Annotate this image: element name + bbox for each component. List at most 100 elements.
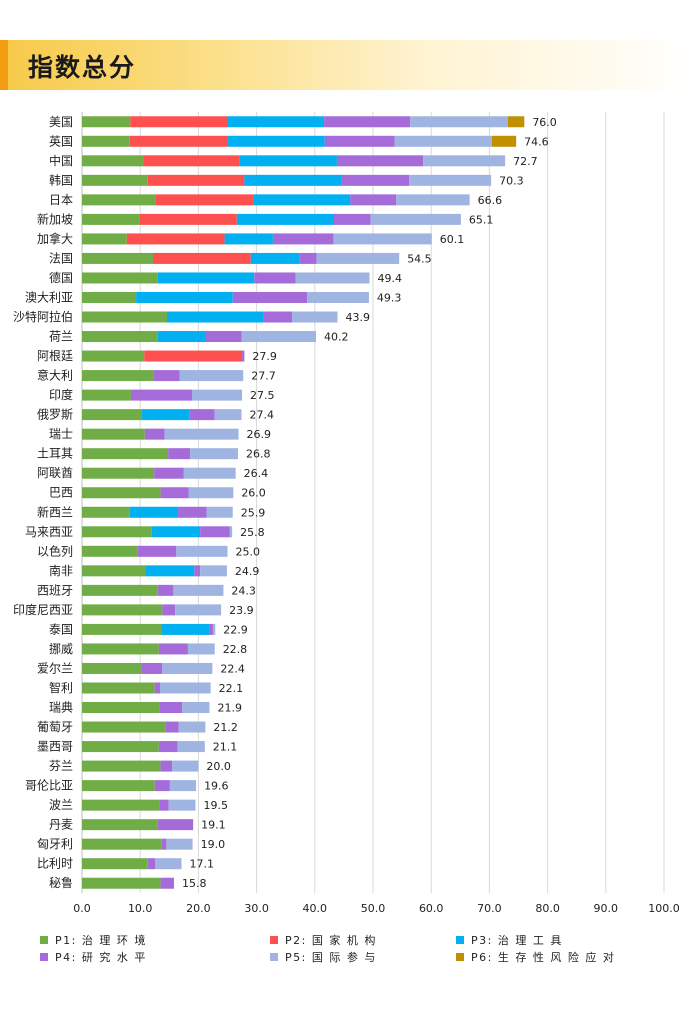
total-value-label: 19.1 bbox=[201, 819, 226, 832]
total-value-label: 21.9 bbox=[217, 702, 242, 715]
page-title: 指数总分 bbox=[28, 53, 137, 82]
x-tick-label: 80.0 bbox=[535, 902, 560, 915]
bar-segment-p1 bbox=[82, 584, 158, 596]
total-value-label: 40.2 bbox=[324, 331, 349, 344]
bar-segment-p5 bbox=[164, 428, 239, 440]
category-label: 澳大利亚 bbox=[25, 290, 73, 304]
bar-segment-p4 bbox=[158, 741, 178, 753]
bar-segment-p3 bbox=[161, 623, 210, 635]
bar-segment-p4 bbox=[157, 819, 194, 831]
legend-swatch-p4 bbox=[40, 953, 48, 961]
x-tick-label: 40.0 bbox=[303, 902, 328, 915]
bar-segment-p4 bbox=[158, 643, 188, 655]
bar-segment-p5 bbox=[187, 643, 215, 655]
total-value-label: 19.6 bbox=[204, 780, 229, 793]
total-value-label: 25.9 bbox=[241, 506, 266, 519]
total-value-label: 23.9 bbox=[229, 604, 254, 617]
bar-segment-p4 bbox=[263, 311, 293, 323]
bar-segment-p3 bbox=[244, 174, 342, 186]
bar-segment-p4 bbox=[147, 858, 156, 870]
bar-segment-p1 bbox=[82, 858, 148, 870]
total-value-label: 54.5 bbox=[407, 252, 432, 265]
total-value-label: 49.3 bbox=[377, 291, 402, 304]
total-value-label: 26.9 bbox=[247, 428, 271, 441]
bar-segment-p3 bbox=[166, 311, 264, 323]
bar-segment-p2 bbox=[139, 213, 237, 225]
x-tick-label: 30.0 bbox=[244, 902, 269, 915]
bar-segment-p3 bbox=[157, 272, 255, 284]
bar-segment-p1 bbox=[82, 526, 152, 538]
legend-label-p2: P2: 国 家 机 构 bbox=[285, 933, 377, 947]
x-tick-label: 50.0 bbox=[361, 902, 386, 915]
legend-swatch-p5 bbox=[270, 953, 278, 961]
bar-segment-p1 bbox=[82, 252, 154, 264]
bar-segment-p1 bbox=[82, 780, 155, 792]
bar-segment-p1 bbox=[82, 155, 144, 167]
category-label: 葡萄牙 bbox=[37, 720, 73, 734]
bar-segment-p1 bbox=[82, 194, 156, 206]
bar-segment-p3 bbox=[239, 155, 337, 167]
bar-segment-p1 bbox=[82, 662, 142, 674]
bar-segment-p5 bbox=[214, 409, 242, 421]
bar-segment-p4 bbox=[159, 702, 183, 714]
bar-segment-p5 bbox=[182, 702, 210, 714]
bar-segment-p5 bbox=[172, 760, 199, 772]
legend-swatch-p1 bbox=[40, 936, 48, 944]
total-value-label: 66.6 bbox=[478, 194, 503, 207]
bar-segment-p4 bbox=[178, 506, 207, 518]
bar-segment-p4 bbox=[159, 799, 169, 811]
category-label: 荷兰 bbox=[49, 330, 73, 344]
bar-segment-p2 bbox=[153, 252, 251, 264]
legend-swatch-p3 bbox=[456, 936, 464, 944]
category-label: 加拿大 bbox=[37, 231, 73, 246]
bar-segment-p5 bbox=[200, 565, 227, 577]
bar-segment-p1 bbox=[82, 350, 145, 362]
bar-segment-p1 bbox=[82, 311, 167, 323]
category-label: 爱尔兰 bbox=[37, 660, 73, 675]
bar-segment-p4 bbox=[336, 155, 424, 167]
total-value-label: 26.4 bbox=[244, 467, 269, 480]
bar-segment-p4 bbox=[205, 331, 242, 343]
bar-segment-p5 bbox=[190, 448, 238, 460]
category-label: 芬兰 bbox=[49, 759, 73, 773]
bar-segment-p4 bbox=[160, 487, 189, 499]
category-label: 丹麦 bbox=[49, 818, 73, 832]
bar-segment-p5 bbox=[241, 331, 316, 343]
bar-segment-p4 bbox=[137, 545, 177, 557]
bar-segment-p3 bbox=[141, 409, 190, 421]
total-value-label: 74.6 bbox=[524, 135, 549, 148]
category-label: 中国 bbox=[49, 153, 73, 168]
category-label: 泰国 bbox=[49, 622, 73, 636]
bar-segment-p1 bbox=[82, 428, 145, 440]
x-tick-label: 60.0 bbox=[419, 902, 444, 915]
bar-segment-p4 bbox=[350, 194, 397, 206]
total-value-label: 70.3 bbox=[499, 174, 524, 187]
bar-segment-p4 bbox=[272, 233, 334, 245]
total-value-label: 27.5 bbox=[250, 389, 274, 402]
bar-segment-p3 bbox=[228, 135, 325, 147]
bar-segment-p4 bbox=[334, 213, 371, 225]
x-tick-label: 90.0 bbox=[594, 902, 619, 915]
bar-segment-p1 bbox=[82, 506, 130, 518]
category-label: 日本 bbox=[49, 193, 73, 207]
bar-segment-p3 bbox=[157, 331, 206, 343]
bar-segment-p6 bbox=[491, 135, 517, 147]
category-label: 瑞典 bbox=[49, 701, 73, 715]
bar-segment-p1 bbox=[82, 233, 127, 245]
bar-segment-p1 bbox=[82, 741, 159, 753]
bar-segment-p4 bbox=[160, 760, 173, 772]
bar-segment-p4 bbox=[154, 467, 184, 479]
bar-segment-p6 bbox=[508, 116, 525, 128]
bar-segment-p5 bbox=[178, 721, 206, 733]
total-value-label: 65.1 bbox=[469, 213, 494, 226]
total-value-label: 72.7 bbox=[513, 155, 538, 168]
category-label: 南非 bbox=[49, 563, 73, 578]
bar-segment-p4 bbox=[154, 682, 160, 694]
bar-segment-p1 bbox=[82, 409, 142, 421]
bar-segment-p5 bbox=[316, 252, 400, 264]
category-label: 墨西哥 bbox=[37, 740, 73, 754]
total-value-label: 27.7 bbox=[251, 370, 275, 383]
x-tick-label: 20.0 bbox=[186, 902, 211, 915]
category-label: 以色列 bbox=[37, 544, 73, 558]
